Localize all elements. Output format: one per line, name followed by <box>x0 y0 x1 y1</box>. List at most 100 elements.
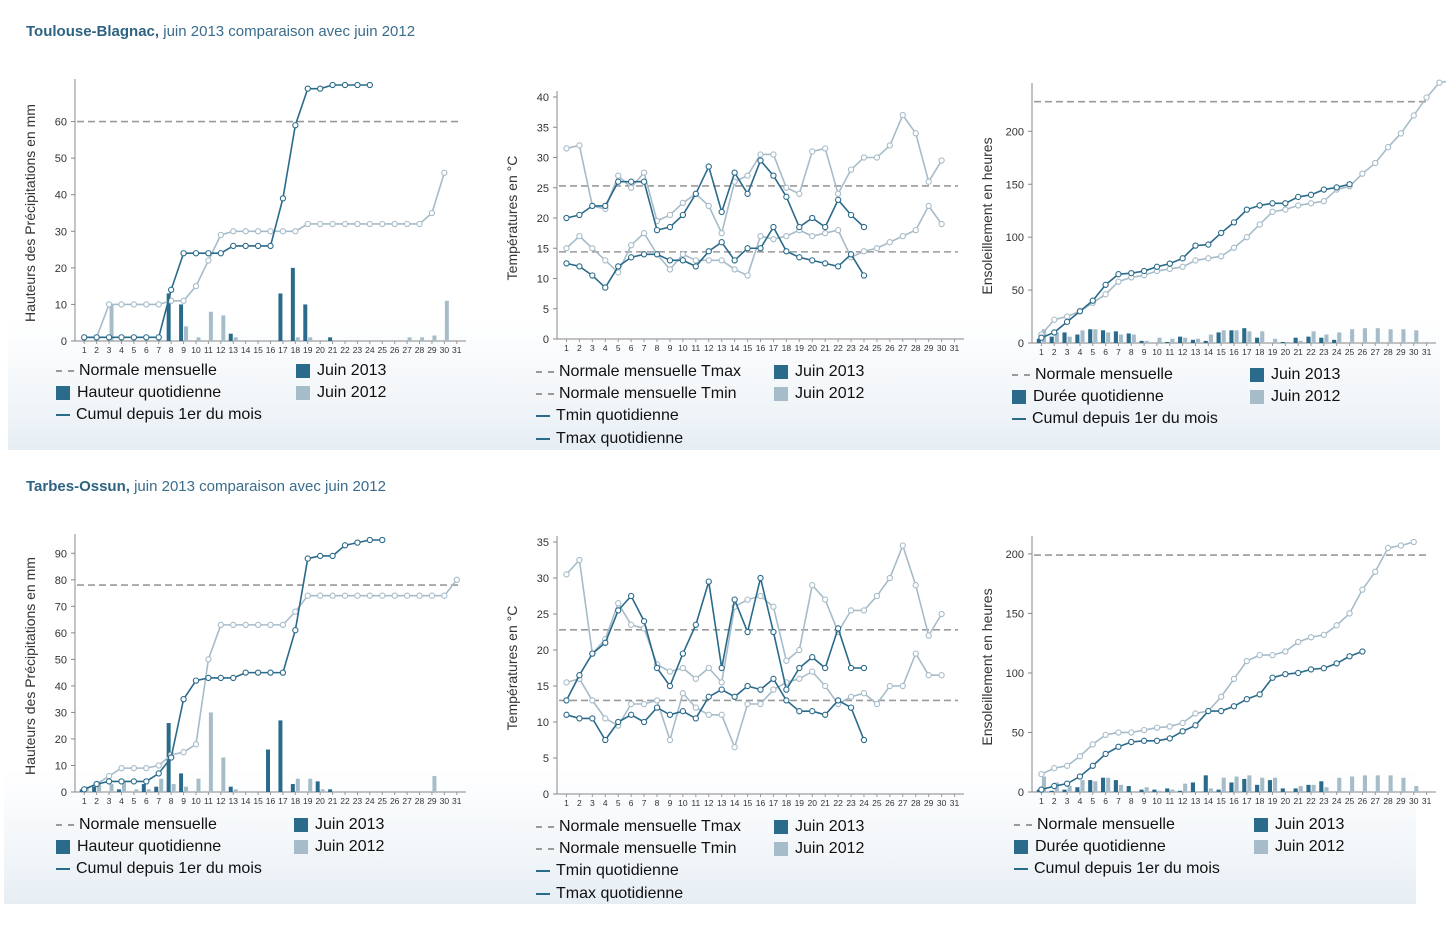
x-tick-label: 19 <box>795 343 805 353</box>
point-2013 <box>205 250 212 257</box>
x-tick-label: 18 <box>1255 347 1265 357</box>
x-tick-label: 19 <box>795 798 805 808</box>
x-tick-label: 7 <box>1116 347 1121 357</box>
x-tick-label: 23 <box>846 798 856 808</box>
point-2012 <box>279 621 287 629</box>
x-tick-label: 1 <box>1039 347 1044 357</box>
legend-label: Juin 2013 <box>795 363 865 380</box>
point-2012 <box>1295 202 1302 209</box>
point-2012 <box>1397 542 1405 549</box>
point-2012 <box>1102 731 1109 739</box>
x-tick-label: 15 <box>253 796 263 806</box>
x-tick-label: 24 <box>1332 796 1342 806</box>
point-2012 <box>873 700 881 708</box>
legend-item-normal-tmax: Normale mensuelle Tmax <box>536 818 741 836</box>
x-tick-label: 4 <box>603 798 608 808</box>
x-tick-label: 4 <box>119 345 124 355</box>
x-tick-label: 13 <box>1191 796 1201 806</box>
y-tick-label: 200 <box>1006 549 1024 561</box>
y-axis-label: Ensoleillement en heures <box>979 137 995 294</box>
y-tick-label: 10 <box>537 717 549 729</box>
point-2012 <box>899 542 906 549</box>
bar-2013 <box>1088 329 1093 343</box>
bar-2012 <box>1093 781 1098 792</box>
point-2013 <box>192 677 200 684</box>
bar-2013 <box>1293 337 1298 343</box>
x-tick-label: 31 <box>452 345 462 355</box>
point-2013 <box>679 650 687 657</box>
point-2013 <box>705 693 712 700</box>
point-2013 <box>1179 255 1186 262</box>
x-tick-label: 8 <box>169 796 174 806</box>
point-2013 <box>1102 750 1109 758</box>
point-2012 <box>155 762 162 769</box>
point-2012 <box>1410 538 1417 546</box>
point-2012 <box>1410 112 1417 119</box>
x-tick-label: 14 <box>730 343 740 353</box>
y-tick-label: 60 <box>55 628 67 640</box>
point-2013 <box>563 260 570 267</box>
bar-2013 <box>1242 778 1247 792</box>
point-2012 <box>366 220 374 228</box>
bar-2012 <box>1273 777 1278 792</box>
point-2013 <box>1089 762 1096 769</box>
line-swatch <box>1014 868 1028 870</box>
bar-2013 <box>328 789 333 792</box>
point-2013 <box>692 190 699 197</box>
point-2013 <box>860 223 868 231</box>
legend-item-2012: Juin 2012 <box>294 838 384 856</box>
point-2012 <box>329 592 336 599</box>
point-2013 <box>230 242 237 250</box>
x-tick-label: 14 <box>730 798 740 808</box>
bar-2012 <box>1414 330 1419 343</box>
x-tick-label: 5 <box>132 796 137 806</box>
point-2012 <box>666 211 674 219</box>
point-2012 <box>1230 244 1238 251</box>
dash-swatch <box>536 393 554 395</box>
bar-2013 <box>1101 330 1106 343</box>
x-tick-label: 12 <box>216 345 226 355</box>
x-tick-label: 3 <box>590 343 595 353</box>
legend-item-2013: Juin 2013 <box>774 363 864 381</box>
point-2012 <box>666 668 674 675</box>
legend-item-normal: Normale mensuelle <box>56 362 217 380</box>
point-2013 <box>744 245 751 252</box>
swatch-2012 <box>774 387 788 401</box>
point-2013 <box>627 254 635 261</box>
point-2012 <box>1166 265 1173 273</box>
x-tick-label: 3 <box>1065 796 1070 806</box>
point-2013 <box>118 334 125 341</box>
x-tick-label: 3 <box>1065 347 1070 357</box>
y-tick-label: 30 <box>537 153 549 165</box>
line-swatch <box>56 414 70 416</box>
bar-2013 <box>290 784 295 792</box>
point-2012 <box>744 272 751 279</box>
legend-item-tmin: Tmin quotidienne <box>536 862 679 880</box>
swatch-2012 <box>294 840 308 854</box>
point-2012 <box>1063 762 1071 769</box>
point-2013 <box>679 708 687 715</box>
x-tick-label: 5 <box>132 345 137 355</box>
bar-2013 <box>1139 340 1144 343</box>
x-tick-label: 5 <box>616 798 621 808</box>
point-2013 <box>705 163 712 170</box>
point-2012 <box>130 301 138 308</box>
station-name: Tarbes-Ossun, <box>26 478 130 495</box>
series-line-2012 <box>83 579 458 791</box>
point-2012 <box>428 209 436 217</box>
point-2012 <box>938 610 945 618</box>
point-2013 <box>254 669 262 676</box>
y-tick-label: 200 <box>1006 126 1024 138</box>
x-tick-label: 24 <box>365 796 375 806</box>
point-2012 <box>563 245 570 252</box>
x-tick-label: 2 <box>577 343 582 353</box>
point-2013 <box>692 263 699 270</box>
bar-2013 <box>228 786 233 792</box>
point-2013 <box>341 542 349 549</box>
y-tick-label: 30 <box>55 707 67 719</box>
bar-2012 <box>1350 329 1355 343</box>
point-2013 <box>1269 200 1276 207</box>
point-2012 <box>403 220 411 228</box>
bar-2012 <box>109 784 114 792</box>
point-2012 <box>1205 255 1212 262</box>
